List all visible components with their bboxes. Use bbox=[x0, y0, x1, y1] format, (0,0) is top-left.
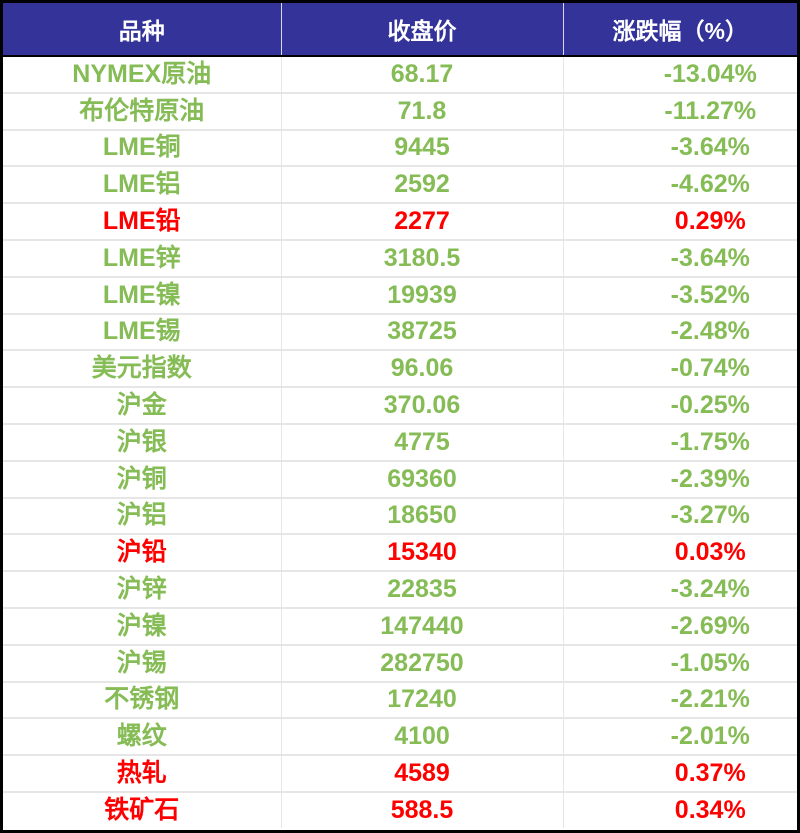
change-percent-cell: 0.37% bbox=[562, 754, 797, 792]
close-price-cell: 2277 bbox=[280, 202, 563, 240]
close-price-cell: 17240 bbox=[280, 680, 563, 719]
change-percent-cell: -2.21% bbox=[562, 680, 797, 719]
change-percent-cell: -13.04% bbox=[562, 56, 797, 93]
close-price-cell: 370.06 bbox=[280, 386, 563, 424]
table-row: 沪镍 147440 -2.69% bbox=[3, 606, 797, 645]
table-row: 沪铝 18650 -3.27% bbox=[3, 496, 797, 535]
table-row: 热轧 4589 0.37% bbox=[3, 754, 797, 792]
table-row: LME镍 19939 -3.52% bbox=[3, 275, 797, 314]
close-price-cell: 3180.5 bbox=[280, 238, 563, 277]
change-percent-cell: -0.25% bbox=[562, 386, 797, 424]
variety-cell: 沪金 bbox=[3, 386, 281, 424]
variety-cell: 螺纹 bbox=[3, 717, 281, 756]
close-price-cell: 96.06 bbox=[280, 349, 563, 388]
variety-cell: NYMEX原油 bbox=[72, 59, 212, 88]
variety-cell: 沪铜 bbox=[3, 459, 281, 498]
variety-cell: LME镍 bbox=[3, 275, 281, 314]
close-price-cell: 9445 bbox=[280, 128, 563, 167]
variety-cell: 热轧 bbox=[3, 754, 281, 792]
variety-cell: 布伦特原油 bbox=[3, 91, 281, 130]
change-percent-cell: -2.48% bbox=[562, 312, 797, 351]
close-price-cell: 68.17 bbox=[280, 56, 563, 93]
header-variety: 品种 bbox=[3, 3, 281, 57]
close-price-cell: 69360 bbox=[280, 459, 563, 498]
change-percent-cell: 0.03% bbox=[562, 533, 797, 572]
variety-cell: 沪铅 bbox=[3, 533, 281, 572]
change-percent-cell: -2.01% bbox=[562, 717, 797, 756]
table-row: 布伦特原油 71.8 -11.27% bbox=[3, 91, 797, 130]
change-percent-cell: -0.74% bbox=[562, 349, 797, 388]
table-row: LME锡 38725 -2.48% bbox=[3, 312, 797, 351]
close-price-cell: 18650 bbox=[280, 496, 563, 535]
table-row: 沪锡 282750 -1.05% bbox=[3, 643, 797, 682]
close-price-cell: 15340 bbox=[280, 533, 563, 572]
table-row: 沪金 370.06 -0.25% bbox=[3, 386, 797, 424]
variety-cell: LME锌 bbox=[3, 238, 281, 277]
change-percent-cell: 0.34% bbox=[562, 790, 797, 828]
variety-cell: 沪锡 bbox=[3, 643, 281, 682]
variety-cell: 铁矿石 bbox=[3, 790, 281, 828]
table-row: 沪铜 69360 -2.39% bbox=[3, 459, 797, 498]
change-percent-cell: -3.64% bbox=[562, 238, 797, 277]
close-price-cell: 22835 bbox=[280, 570, 563, 608]
table-row: 铁矿石 588.5 0.34% bbox=[3, 790, 797, 828]
change-percent-cell: -2.69% bbox=[562, 606, 797, 645]
table-row: LME铅 2277 0.29% bbox=[3, 202, 797, 240]
variety-cell: LME铅 bbox=[3, 202, 281, 240]
change-percent-cell: -3.24% bbox=[562, 570, 797, 608]
close-price-cell: 282750 bbox=[280, 643, 563, 682]
table-row: NYMEX原油 68.17 -13.04% bbox=[3, 56, 797, 93]
change-percent-cell: -3.52% bbox=[562, 275, 797, 314]
table-body: NYMEX原油 68.17 -13.04% 布伦特原油 71.8 -11.27% LME铜 9… bbox=[3, 56, 797, 828]
change-percent-cell: -3.27% bbox=[562, 496, 797, 535]
variety-cell: LME铝 bbox=[3, 165, 281, 204]
close-price-cell: 38725 bbox=[280, 312, 563, 351]
variety-cell: 沪锌 bbox=[3, 570, 281, 608]
variety-cell: 不锈钢 bbox=[3, 680, 281, 719]
table-row: 沪银 4775 -1.75% bbox=[3, 422, 797, 461]
variety-cell: 沪镍 bbox=[3, 606, 281, 645]
table-row: LME锌 3180.5 -3.64% bbox=[3, 238, 797, 277]
change-percent-cell: 0.29% bbox=[562, 202, 797, 240]
variety-cell: 美元指数 bbox=[3, 349, 281, 388]
close-price-cell: 2592 bbox=[280, 165, 563, 204]
variety-cell: 沪银 bbox=[3, 422, 281, 461]
change-percent-cell: -4.62% bbox=[562, 165, 797, 204]
table-row: 不锈钢 17240 -2.21% bbox=[3, 680, 797, 719]
table-row: 沪锌 22835 -3.24% bbox=[3, 570, 797, 608]
commodity-price-table: 品种 收盘价 涨跌幅（%） NYMEX原油 68.17 -13.04% 布伦特原油 71… bbox=[3, 3, 797, 828]
change-percent-cell: -3.64% bbox=[562, 128, 797, 167]
change-percent-cell: -2.39% bbox=[562, 459, 797, 498]
variety-cell: LME铜 bbox=[3, 128, 281, 167]
table-header-row: 品种 收盘价 涨跌幅（%） bbox=[3, 3, 797, 57]
table-row: LME铝 2592 -4.62% bbox=[3, 165, 797, 204]
close-price-cell: 588.5 bbox=[280, 790, 563, 828]
header-change-percent: 涨跌幅（%） bbox=[562, 3, 797, 57]
change-percent-cell: -1.05% bbox=[562, 643, 797, 682]
table-row: 螺纹 4100 -2.01% bbox=[3, 717, 797, 756]
close-price-cell: 4775 bbox=[280, 422, 563, 461]
close-price-cell: 147440 bbox=[280, 606, 563, 645]
close-price-cell: 71.8 bbox=[280, 91, 563, 130]
change-percent-cell: -1.75% bbox=[562, 422, 797, 461]
table-row: 美元指数 96.06 -0.74% bbox=[3, 349, 797, 388]
close-price-cell: 4100 bbox=[280, 717, 563, 756]
variety-cell: LME锡 bbox=[3, 312, 281, 351]
close-price-cell: 4589 bbox=[280, 754, 563, 792]
variety-cell: 沪铝 bbox=[3, 496, 281, 535]
change-percent-cell: -11.27% bbox=[562, 91, 797, 130]
header-close-price: 收盘价 bbox=[280, 3, 563, 57]
close-price-cell: 19939 bbox=[280, 275, 563, 314]
table-row: 沪铅 15340 0.03% bbox=[3, 533, 797, 572]
table-row: LME铜 9445 -3.64% bbox=[3, 128, 797, 167]
